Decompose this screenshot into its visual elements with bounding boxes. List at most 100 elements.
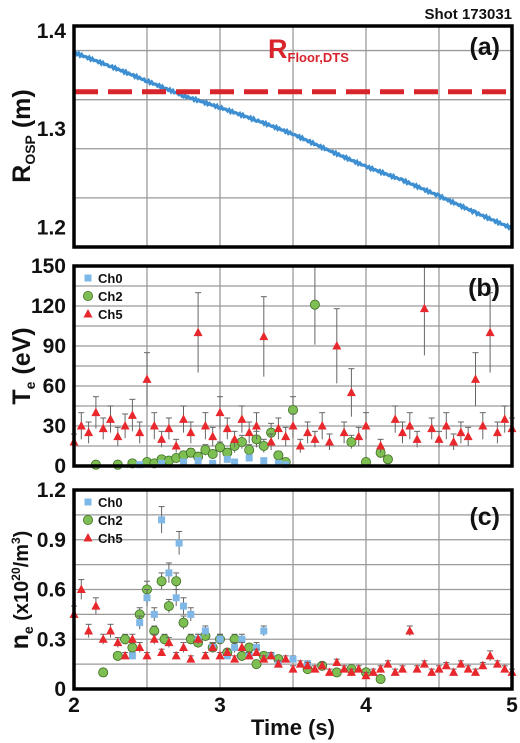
- data-point-ch2: [171, 576, 182, 587]
- data-point-ch0: [245, 454, 253, 462]
- y-tick-label: 0: [54, 678, 66, 701]
- panel-b-label: (b): [468, 274, 500, 302]
- data-point-ch5: [434, 664, 444, 673]
- data-point-ch5: [259, 331, 269, 341]
- data-point-ch5: [303, 427, 313, 437]
- data-point-ch5: [244, 427, 254, 437]
- data-point-ch0: [231, 458, 239, 466]
- data-point-ch5: [113, 431, 123, 441]
- data-point-ch5: [252, 647, 261, 657]
- data-point-ch0: [136, 619, 144, 627]
- x-tick-labels: 2 3 4 5: [68, 694, 518, 717]
- data-point-ch2: [273, 450, 284, 461]
- data-point-ch5: [354, 431, 364, 441]
- data-point-ch0: [201, 627, 209, 635]
- data-point-ch5: [113, 637, 123, 647]
- data-point-ch0: [172, 594, 180, 602]
- hline-label: RFloor,DTS: [268, 34, 349, 65]
- data-point-ch2: [120, 634, 131, 645]
- panel-c-y-ticks: 0 0.3 0.6 0.9 1.2: [37, 479, 66, 701]
- data-point-ch2: [112, 650, 123, 661]
- data-point-ch5: [449, 437, 459, 446]
- data-point-ch5: [208, 642, 218, 652]
- y-tick-label: 90: [43, 335, 66, 358]
- data-point-ch5: [244, 650, 254, 660]
- data-point-ch2: [178, 617, 189, 628]
- data-point-ch5: [398, 664, 407, 673]
- data-point-ch0: [231, 644, 239, 652]
- panel-c-ylabel: ne (x1020/m3): [6, 531, 36, 650]
- data-point-ch5: [135, 642, 145, 652]
- data-point-ch5: [215, 650, 225, 660]
- data-point-ch5: [485, 327, 495, 337]
- data-point-ch5: [346, 667, 356, 676]
- data-point-ch2: [375, 674, 386, 685]
- panel-a-ylabel-main: R: [8, 165, 36, 183]
- y-tick-label: 150: [31, 255, 66, 278]
- data-point-ch5: [441, 421, 451, 430]
- data-point-ch5: [288, 664, 298, 673]
- data-point-ch2: [236, 436, 247, 447]
- data-point-ch5: [91, 407, 101, 417]
- panel-a-ylabel-sub: OSP: [22, 135, 38, 165]
- data-point-ch2: [258, 440, 269, 451]
- data-point-ch5: [84, 625, 94, 635]
- data-point-ch5: [135, 427, 145, 437]
- data-point-ch5: [142, 650, 152, 660]
- panel-a-ylabel: ROSP (m): [8, 89, 38, 182]
- data-point-ch5: [76, 584, 86, 593]
- data-point-ch5: [149, 421, 159, 430]
- data-point-ch5: [84, 427, 94, 437]
- data-point-ch0: [260, 457, 268, 465]
- data-point-ch0: [158, 459, 166, 467]
- data-point-ch0: [194, 457, 202, 465]
- data-point-ch5: [193, 327, 203, 337]
- data-point-ch5: [215, 407, 225, 417]
- panel-b-ylabel-main: T: [8, 389, 36, 404]
- data-point-ch5: [332, 341, 342, 350]
- data-point-ch5: [339, 664, 349, 673]
- legend-label-ch2: Ch2: [98, 289, 123, 304]
- data-point-ch5: [98, 423, 108, 433]
- data-point-ch5: [273, 423, 283, 433]
- panel-c-ylabel-sub: e: [20, 626, 36, 634]
- legend-label-ch5: Ch5: [98, 307, 123, 322]
- data-point-ch5: [142, 374, 152, 383]
- data-point-ch5: [317, 421, 327, 430]
- data-point-ch5: [193, 634, 203, 643]
- data-point-ch5: [164, 637, 174, 647]
- legend-label-ch2: Ch2: [98, 513, 123, 528]
- data-point-ch5: [478, 421, 488, 430]
- data-point-ch5: [281, 431, 291, 441]
- data-point-ch2: [214, 442, 225, 453]
- data-point-ch5: [120, 421, 130, 430]
- data-point-ch5: [368, 667, 378, 676]
- panel-c-ylabel-sup2: 3: [9, 537, 23, 544]
- data-point-ch5: [500, 664, 510, 673]
- data-point-ch5: [171, 650, 181, 660]
- y-tick-label: 0.6: [37, 579, 66, 602]
- data-point-ch5: [332, 657, 342, 666]
- panel-c-legend: Ch0 Ch2 Ch5: [83, 495, 123, 546]
- data-point-ch5: [390, 667, 400, 676]
- data-point-ch5: [419, 659, 429, 668]
- data-point-ch5: [76, 421, 86, 430]
- data-point-ch0: [150, 610, 158, 618]
- data-point-ch5: [463, 431, 473, 441]
- data-point-ch0: [158, 516, 166, 524]
- panel-a-frame: [72, 24, 514, 249]
- panel-b-frame: [72, 264, 514, 468]
- data-point-ch5: [200, 650, 210, 660]
- y-tick-label: 60: [43, 375, 66, 398]
- data-point-ch0: [274, 459, 282, 467]
- data-point-ch0: [289, 655, 297, 663]
- data-point-ch5: [186, 427, 196, 437]
- data-point-ch2: [207, 448, 218, 459]
- data-point-ch5: [339, 427, 349, 437]
- panel-a-label: (a): [469, 33, 500, 61]
- data-point-ch5: [222, 647, 232, 657]
- data-point-ch5: [456, 659, 466, 668]
- panel-b-data: [69, 265, 517, 470]
- data-point-ch5: [281, 654, 291, 663]
